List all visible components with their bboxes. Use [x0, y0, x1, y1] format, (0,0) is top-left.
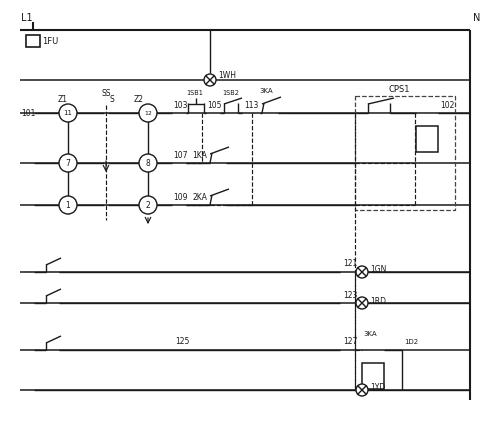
Bar	[362, 363, 384, 389]
Text: N: N	[473, 13, 480, 23]
Text: 113: 113	[244, 101, 258, 110]
Text: Z1: Z1	[58, 95, 68, 104]
Text: 121: 121	[343, 259, 357, 268]
Text: 105: 105	[207, 101, 221, 110]
Text: 8: 8	[146, 158, 150, 167]
Text: 127: 127	[343, 338, 357, 347]
Text: 1RD: 1RD	[370, 297, 386, 306]
Text: 12: 12	[144, 110, 152, 116]
Text: 107: 107	[173, 151, 188, 160]
Circle shape	[59, 196, 77, 214]
Circle shape	[204, 74, 216, 86]
Text: 3KA: 3KA	[259, 88, 272, 94]
Bar	[416, 126, 438, 152]
Text: Z2: Z2	[134, 95, 144, 104]
Bar	[26, 35, 40, 47]
Text: CPS1: CPS1	[388, 84, 410, 93]
Text: 2: 2	[146, 200, 150, 209]
Circle shape	[356, 384, 368, 396]
Text: 11: 11	[64, 110, 73, 116]
Text: 2KA: 2KA	[192, 193, 207, 202]
Text: 1SB2: 1SB2	[222, 90, 239, 96]
Text: 7: 7	[66, 158, 71, 167]
Text: 109: 109	[173, 193, 188, 202]
Circle shape	[139, 196, 157, 214]
Circle shape	[139, 154, 157, 172]
Text: 103: 103	[173, 101, 188, 110]
Circle shape	[356, 266, 368, 278]
Text: 123: 123	[343, 291, 357, 300]
Text: 1FU: 1FU	[42, 36, 58, 45]
Text: L1: L1	[21, 13, 33, 23]
Text: 1GN: 1GN	[370, 265, 387, 274]
Text: 1: 1	[66, 200, 71, 209]
Text: 101: 101	[21, 109, 35, 118]
Circle shape	[139, 104, 157, 122]
Text: S: S	[109, 95, 114, 104]
Circle shape	[59, 154, 77, 172]
Text: 102: 102	[440, 101, 454, 110]
Text: 1KA: 1KA	[192, 151, 207, 160]
Text: 1D2: 1D2	[404, 339, 418, 345]
Text: SS: SS	[101, 89, 111, 98]
Text: 1YD: 1YD	[370, 383, 385, 392]
Text: 3KA: 3KA	[363, 331, 377, 337]
Circle shape	[59, 104, 77, 122]
Text: 1WH: 1WH	[218, 71, 236, 80]
Text: 125: 125	[175, 338, 189, 347]
Text: 1SB1: 1SB1	[186, 90, 203, 96]
Circle shape	[356, 297, 368, 309]
